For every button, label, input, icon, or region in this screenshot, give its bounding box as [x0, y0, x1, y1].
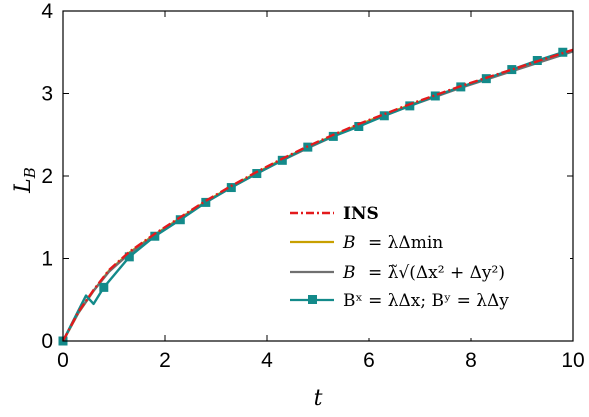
x-axis-label: t	[314, 386, 323, 411]
x-tick-label: 10	[561, 349, 584, 372]
svg-text:Bˣ = λΔx; Bʸ = λΔy: Bˣ = λΔx; Bʸ = λΔy	[343, 291, 509, 311]
x-tick-label: 0	[57, 349, 69, 372]
x-tick-label: 6	[363, 349, 375, 372]
svg-text:= λΔmin: = λΔmin	[368, 233, 443, 253]
y-tick-label: 1	[41, 248, 53, 271]
y-tick-label: 3	[41, 83, 53, 106]
series-marker	[227, 183, 236, 192]
svg-text:LB: LB	[11, 167, 39, 194]
x-tick-label: 4	[261, 349, 273, 372]
y-tick-label: 0	[41, 330, 53, 353]
x-tick-label: 8	[465, 349, 477, 372]
x-tick-label: 2	[159, 349, 171, 372]
y-tick-label: 2	[41, 165, 53, 188]
y-axis-label: LB	[11, 167, 39, 194]
svg-text:B: B	[342, 263, 356, 283]
svg-text:B: B	[342, 233, 356, 253]
svg-text:= λ̃√(Δx² + Δy²): = λ̃√(Δx² + Δy²)	[368, 263, 505, 283]
svg-text:INS: INS	[343, 204, 379, 224]
y-tick-label: 4	[41, 0, 53, 23]
legend: INS B = λΔmin B = λ̃√(Δx² + Δy²) Bˣ = λΔ…	[282, 198, 570, 338]
series-marker	[99, 283, 108, 292]
